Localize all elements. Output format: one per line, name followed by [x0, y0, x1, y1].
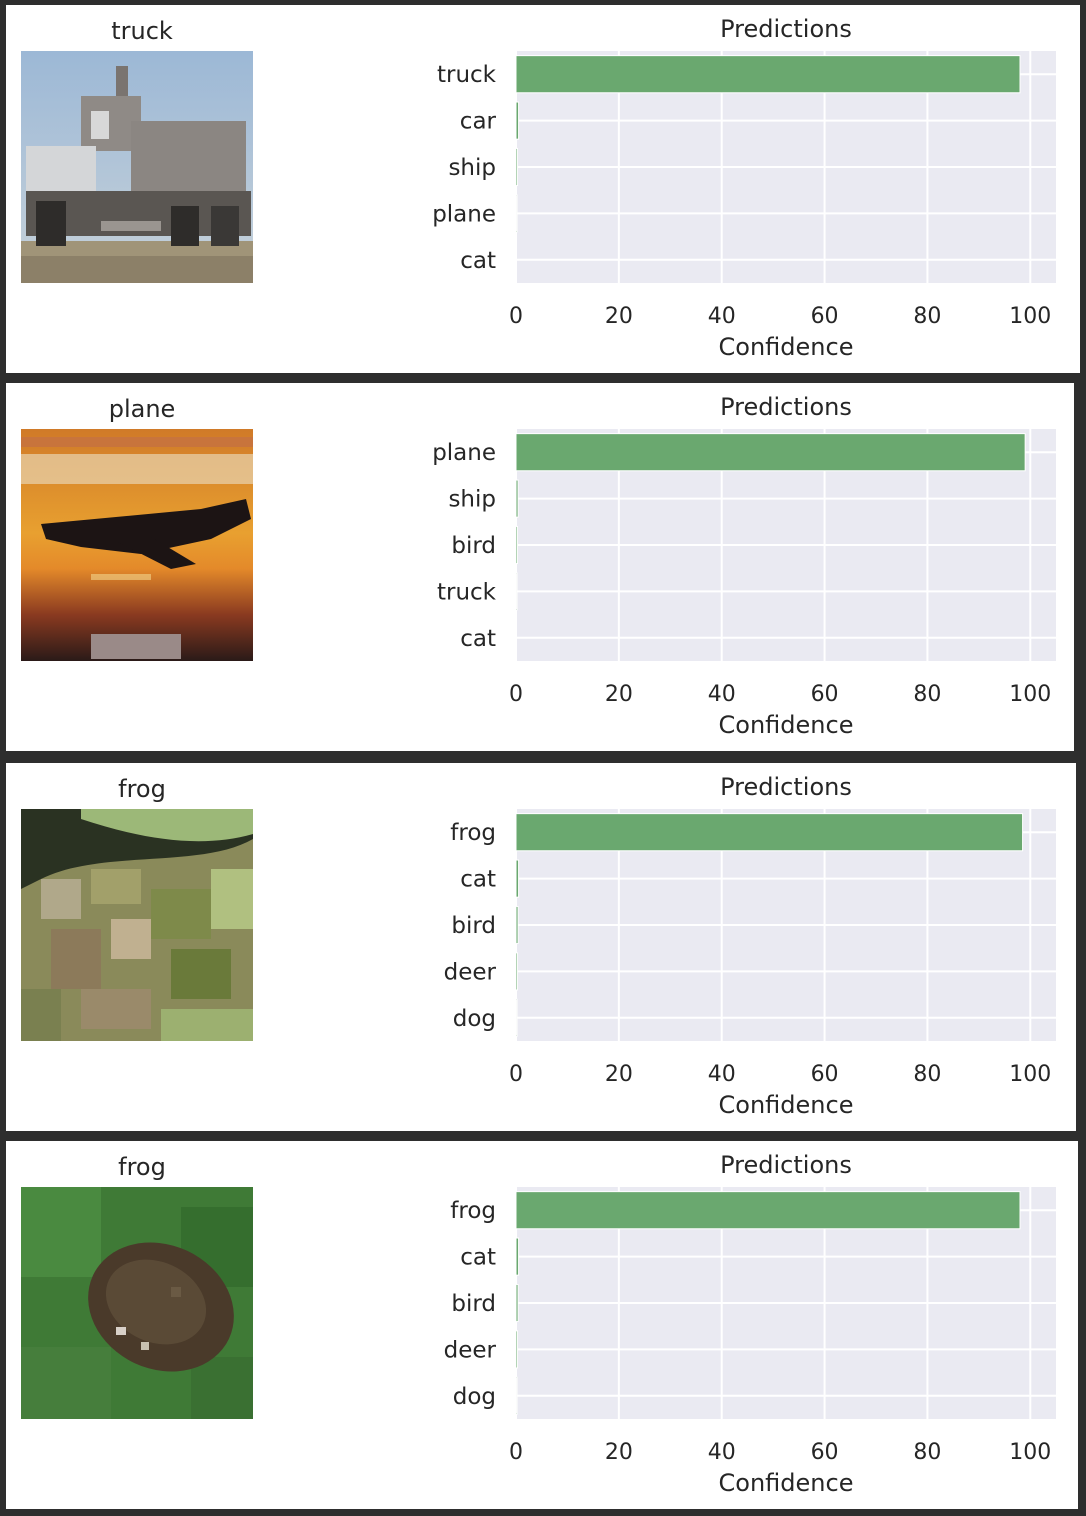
x-tick-label: 80	[913, 682, 941, 707]
y-tick-label: plane	[432, 440, 496, 466]
y-tick-label: deer	[444, 959, 497, 985]
chart-title: Predictions	[720, 15, 852, 43]
prediction-panel-3: frog frog cat bird deer dog 0 20 40 60 80 100 Predi…	[6, 763, 1076, 1131]
bar-frog	[515, 1191, 1021, 1230]
bar-ship	[515, 479, 519, 518]
predictions-chart: truck car ship plane cat 0 20 40 60 80 100 Predicti…	[432, 15, 1056, 361]
bar-deer	[515, 952, 519, 991]
x-tick-label: 60	[811, 1062, 839, 1087]
bar-truck	[515, 572, 518, 611]
x-tick-label: 40	[708, 1440, 736, 1465]
x-tick-label: 80	[913, 304, 941, 329]
bar-plane	[515, 433, 1026, 472]
bar-cat	[515, 240, 518, 279]
prediction-panel-4: frog frog cat bird deer dog 0 20 40 60 80 100 Predi…	[6, 1141, 1078, 1509]
y-tick-label: frog	[450, 820, 496, 846]
y-tick-label: car	[460, 109, 497, 135]
x-axis-label: Confidence	[719, 1091, 854, 1119]
y-tick-label: bird	[451, 533, 496, 559]
bar-frog	[515, 813, 1024, 852]
bar-dog	[515, 1376, 518, 1415]
chart-title: Predictions	[720, 393, 852, 421]
x-tick-label: 40	[708, 682, 736, 707]
x-axis-label: Confidence	[719, 1469, 854, 1497]
bar-truck	[515, 55, 1021, 94]
x-tick-label: 20	[605, 682, 633, 707]
prediction-panel-1: truck truck car ship plane cat 0 20 40 60 80 100 Pr…	[6, 5, 1080, 373]
image-title: frog	[118, 1153, 166, 1181]
y-tick-label: cat	[460, 867, 496, 893]
predictions-chart: frog cat bird deer dog 0 20 40 60 80 100 Prediction…	[444, 1151, 1056, 1497]
x-tick-label: 40	[708, 1062, 736, 1087]
y-tick-label: ship	[448, 487, 496, 513]
y-tick-label: deer	[444, 1337, 497, 1363]
y-tick-label: plane	[432, 201, 496, 227]
prediction-panel-2: plane plane ship bird truck cat 0 20 40 60 80 100 P…	[6, 383, 1074, 751]
image-title: truck	[111, 17, 173, 45]
x-tick-label: 60	[811, 682, 839, 707]
x-tick-label: 100	[1009, 682, 1051, 707]
x-tick-label: 20	[605, 1062, 633, 1087]
input-image-truck	[21, 51, 253, 283]
x-axis-label: Confidence	[719, 711, 854, 739]
y-tick-label: ship	[448, 155, 496, 181]
x-tick-label: 0	[509, 682, 523, 707]
bar-car	[515, 101, 520, 140]
y-tick-label: truck	[437, 62, 497, 88]
y-tick-label: bird	[451, 1291, 496, 1317]
x-axis-label: Confidence	[719, 333, 854, 361]
bar-ship	[515, 147, 519, 187]
y-tick-label: cat	[460, 1245, 496, 1271]
image-title: frog	[118, 775, 166, 803]
chart-title: Predictions	[720, 1151, 852, 1179]
y-tick-label: bird	[451, 913, 496, 939]
bar-cat	[515, 618, 518, 657]
input-image-frog	[21, 1187, 253, 1419]
y-tick-label: dog	[453, 1006, 496, 1032]
chart-title: Predictions	[720, 773, 852, 801]
y-tick-label: cat	[460, 626, 496, 652]
x-tick-label: 80	[913, 1440, 941, 1465]
x-tick-label: 0	[509, 304, 523, 329]
bar-bird	[515, 905, 519, 945]
y-tick-label: frog	[450, 1198, 496, 1224]
input-image-plane	[21, 429, 253, 661]
x-tick-label: 0	[509, 1440, 523, 1465]
x-tick-label: 80	[913, 1062, 941, 1087]
predictions-chart: frog cat bird deer dog 0 20 40 60 80 100 Prediction…	[444, 773, 1056, 1119]
bar-plane	[515, 194, 518, 233]
y-tick-label: truck	[437, 579, 497, 605]
x-tick-label: 20	[605, 304, 633, 329]
bar-cat	[515, 1237, 520, 1276]
x-tick-label: 60	[811, 304, 839, 329]
bar-bird	[515, 525, 519, 565]
x-tick-label: 100	[1009, 304, 1051, 329]
x-tick-label: 100	[1009, 1062, 1051, 1087]
bar-bird	[515, 1283, 519, 1323]
bar-dog	[515, 998, 518, 1037]
x-tick-label: 100	[1009, 1440, 1051, 1465]
x-tick-label: 0	[509, 1062, 523, 1087]
x-tick-label: 20	[605, 1440, 633, 1465]
bar-cat	[515, 859, 520, 898]
bar-deer	[515, 1330, 519, 1369]
y-tick-label: cat	[460, 248, 496, 274]
x-tick-label: 60	[811, 1440, 839, 1465]
x-tick-label: 40	[708, 304, 736, 329]
y-tick-label: dog	[453, 1384, 496, 1410]
image-title: plane	[108, 395, 176, 423]
input-image-frog	[21, 809, 253, 1041]
predictions-chart: plane ship bird truck cat 0 20 40 60 80 100 Predict…	[432, 393, 1056, 739]
